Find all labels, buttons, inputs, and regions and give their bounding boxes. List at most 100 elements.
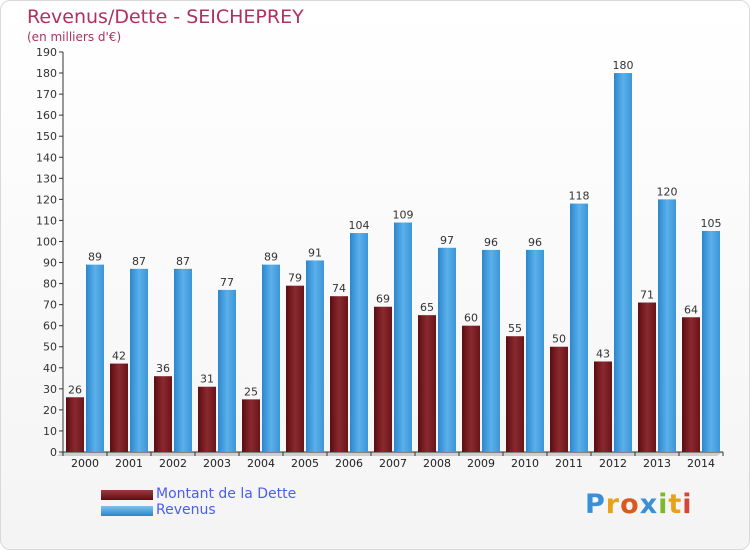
logo-letter: t — [668, 489, 683, 520]
revenue-bar — [130, 268, 148, 452]
legend-label-debt: Montant de la Dette — [156, 486, 297, 502]
logo-letter: i — [682, 489, 693, 520]
y-tick-label: 40 — [43, 362, 57, 375]
revenue-value-label: 120 — [657, 185, 678, 198]
x-tick-label: 2014 — [687, 457, 715, 470]
debt-value-label: 64 — [684, 303, 698, 316]
debt-value-label: 26 — [68, 383, 82, 396]
revenue-bar — [570, 203, 588, 452]
revenue-value-label: 89 — [88, 251, 102, 264]
debt-value-label: 60 — [464, 312, 478, 325]
debt-bar — [198, 386, 216, 452]
debt-bar — [330, 296, 348, 452]
x-tick-label: 2009 — [467, 457, 495, 470]
y-tick-label: 80 — [43, 278, 57, 291]
revenue-value-label: 96 — [528, 236, 542, 249]
y-tick-label: 190 — [36, 46, 57, 59]
revenue-value-label: 109 — [393, 209, 414, 222]
y-tick-label: 60 — [43, 320, 57, 333]
logo-letter: o — [620, 489, 640, 520]
x-tick-label: 2004 — [247, 457, 275, 470]
x-tick-label: 2010 — [511, 457, 539, 470]
revenue-bar — [218, 289, 236, 452]
debt-bar — [374, 306, 392, 452]
x-tick-label: 2006 — [335, 457, 363, 470]
logo-letter: i — [658, 489, 669, 520]
revenue-value-label: 97 — [440, 234, 454, 247]
logo-letter: r — [605, 489, 621, 520]
revenue-value-label: 118 — [569, 190, 590, 203]
debt-bar — [682, 317, 700, 452]
revenue-bar — [482, 249, 500, 452]
y-tick-label: 140 — [36, 151, 57, 164]
revenue-bar — [438, 247, 456, 452]
chart-subtitle: (en milliers d'€) — [27, 30, 122, 44]
legend-swatch-debt — [101, 490, 153, 500]
x-tick-label: 2003 — [203, 457, 231, 470]
debt-bar — [418, 315, 436, 452]
revenue-value-label: 77 — [220, 276, 234, 289]
y-tick-label: 160 — [36, 109, 57, 122]
debt-bar — [66, 397, 84, 452]
revenue-value-label: 105 — [701, 217, 722, 230]
x-tick-label: 2008 — [423, 457, 451, 470]
revenue-value-label: 96 — [484, 236, 498, 249]
x-tick-label: 2001 — [115, 457, 143, 470]
debt-value-label: 71 — [640, 289, 654, 302]
legend-label-revenue: Revenus — [156, 502, 216, 518]
revenue-bar — [658, 199, 676, 452]
logo-letter: P — [585, 489, 606, 520]
y-tick-label: 170 — [36, 88, 57, 101]
debt-value-label: 42 — [112, 350, 126, 363]
y-tick-label: 90 — [43, 257, 57, 270]
x-tick-label: 2002 — [159, 457, 187, 470]
x-tick-label: 2012 — [599, 457, 627, 470]
revenue-value-label: 89 — [264, 251, 278, 264]
debt-value-label: 31 — [200, 373, 214, 386]
debt-bar — [550, 346, 568, 452]
debt-value-label: 65 — [420, 301, 434, 314]
debt-value-label: 79 — [288, 272, 302, 285]
y-tick-label: 110 — [36, 214, 57, 227]
chart-title: Revenus/Dette - SEICHEPREY — [27, 6, 304, 28]
revenue-bar — [350, 233, 368, 452]
y-tick-label: 70 — [43, 299, 57, 312]
revenue-bar — [262, 264, 280, 452]
revenue-value-label: 91 — [308, 246, 322, 259]
x-tick-label: 2007 — [379, 457, 407, 470]
legend-swatch-revenue — [101, 506, 153, 516]
debt-bar — [638, 302, 656, 452]
y-tick-label: 150 — [36, 130, 57, 143]
revenue-bar — [306, 260, 324, 452]
y-tick-label: 180 — [36, 67, 57, 80]
logo-letter: x — [639, 489, 659, 520]
y-tick-label: 30 — [43, 383, 57, 396]
x-tick-label: 2011 — [555, 457, 583, 470]
proxiti-logo: Proxiti — [585, 489, 693, 520]
revenue-bar — [174, 268, 192, 452]
debt-bar — [242, 399, 260, 452]
debt-bar — [154, 376, 172, 452]
debt-bar — [462, 325, 480, 452]
debt-value-label: 50 — [552, 333, 566, 346]
y-tick-label: 100 — [36, 235, 57, 248]
y-tick-label: 0 — [50, 446, 57, 459]
x-tick-label: 2000 — [71, 457, 99, 470]
debt-value-label: 36 — [156, 362, 170, 375]
revenue-bar — [394, 222, 412, 452]
y-tick-label: 130 — [36, 172, 57, 185]
revenue-value-label: 87 — [176, 255, 190, 268]
debt-bar — [594, 361, 612, 452]
debt-value-label: 43 — [596, 347, 610, 360]
debt-bar — [286, 285, 304, 452]
x-tick-label: 2013 — [643, 457, 671, 470]
x-tick-label: 2005 — [291, 457, 319, 470]
y-tick-label: 10 — [43, 425, 57, 438]
y-tick-label: 50 — [43, 341, 57, 354]
revenue-value-label: 104 — [349, 219, 370, 232]
revenue-value-label: 180 — [613, 59, 634, 72]
debt-value-label: 69 — [376, 293, 390, 306]
revenue-bar — [702, 230, 720, 452]
